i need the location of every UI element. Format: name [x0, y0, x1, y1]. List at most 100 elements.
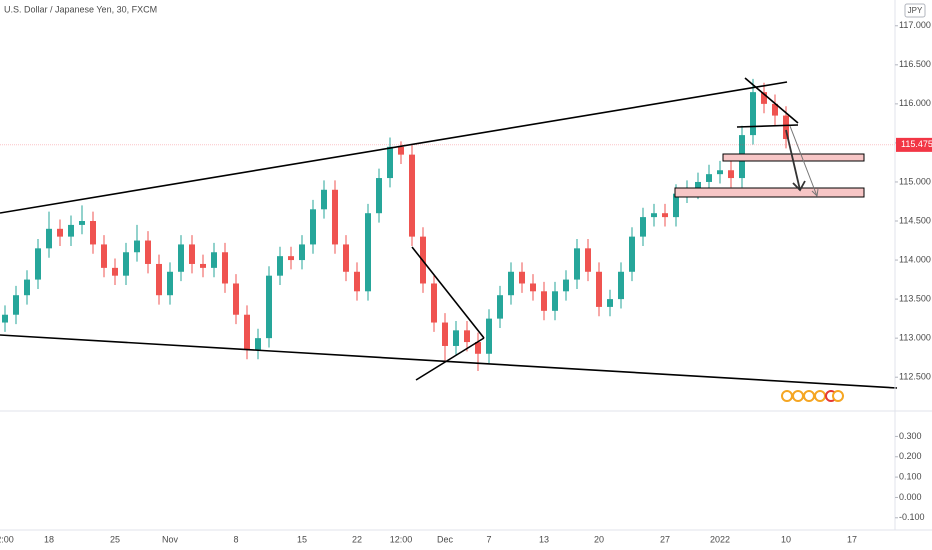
candle-body: [46, 228, 52, 249]
arrow: [785, 129, 801, 191]
candle-body: [574, 248, 580, 280]
x-tick-label: 2022: [710, 534, 730, 544]
event-icon: [792, 390, 804, 402]
x-tick-label: 17: [847, 534, 857, 544]
x-tick-label: 13: [539, 534, 549, 544]
candle-body: [90, 221, 96, 245]
candle-body: [310, 209, 316, 245]
x-tick-label: 15: [297, 534, 307, 544]
candle-body: [772, 103, 778, 116]
candle-body: [497, 295, 503, 319]
candle-body: [629, 236, 635, 272]
y-tick-label: 112.500: [899, 372, 931, 382]
candle-body: [2, 314, 8, 323]
candle-body: [475, 342, 481, 354]
x-tick-label: 10: [781, 534, 791, 544]
candle-body: [266, 275, 272, 339]
candle-body: [178, 244, 184, 272]
candle-body: [332, 189, 338, 245]
candle-body: [398, 146, 404, 155]
y-tick-label: 114.000: [899, 254, 931, 264]
candle-body: [706, 174, 712, 182]
candle-body: [24, 279, 30, 296]
arrow-head: [811, 188, 819, 198]
candle-body: [761, 92, 767, 104]
candle-body: [453, 330, 459, 346]
currency-badge[interactable]: [904, 3, 926, 18]
trend-line: [411, 246, 485, 339]
candle-body: [189, 244, 195, 264]
trend-line: [0, 81, 788, 214]
candle-body: [167, 271, 173, 296]
candle-body: [640, 217, 646, 237]
zone-box: [674, 187, 865, 198]
trend-line: [0, 334, 898, 389]
candle-body: [728, 170, 734, 179]
arrow-head: [792, 180, 806, 192]
indicator-tick-label: -0.100: [899, 512, 925, 522]
x-tick-label: Nov: [162, 534, 179, 544]
currency-label: JPY: [908, 6, 923, 15]
candle-body: [354, 271, 360, 292]
candle-body: [409, 154, 415, 237]
candle-body: [596, 271, 602, 307]
candle-body: [552, 291, 558, 311]
candle-body: [365, 213, 371, 292]
candle-body: [145, 240, 151, 264]
y-tick-label: 116.500: [899, 59, 931, 69]
x-tick-label: 25: [110, 534, 120, 544]
price-tag-label: 115.475: [901, 139, 932, 149]
indicator-tick-label: 0.000: [899, 492, 922, 502]
candle-body: [387, 146, 393, 179]
candle-body: [486, 318, 492, 354]
candle-body: [376, 178, 382, 214]
x-tick-label: Dec: [437, 534, 454, 544]
y-tick-label: 116.000: [899, 98, 931, 108]
candle-body: [112, 267, 118, 276]
x-tick-label: 20: [594, 534, 604, 544]
candle-body: [200, 263, 206, 268]
arrow: [789, 125, 818, 197]
y-tick-label: 117.000: [899, 20, 931, 30]
trend-line: [415, 337, 485, 381]
candle-body: [57, 228, 63, 237]
candle-body: [299, 244, 305, 261]
candle-body: [541, 291, 547, 311]
candle-body: [464, 330, 470, 343]
x-tick-label: 18: [44, 534, 54, 544]
candle-body: [123, 252, 129, 276]
candle-body: [343, 244, 349, 272]
indicator-tick-label: 0.300: [899, 431, 922, 441]
candle-body: [101, 244, 107, 268]
x-tick-label: 7: [486, 534, 491, 544]
drawings: [0, 77, 898, 389]
candle-body: [519, 271, 525, 284]
candle-body: [13, 295, 19, 315]
candle-body: [695, 181, 701, 190]
plot-area: [0, 78, 895, 371]
y-tick-label: 113.500: [899, 293, 931, 303]
candle-body: [156, 263, 162, 296]
event-icons: [781, 390, 844, 402]
x-tick-label: 12:00: [390, 534, 413, 544]
candle-body: [783, 115, 789, 140]
candle-body: [585, 248, 591, 272]
candle-body: [277, 256, 283, 276]
candle-body: [35, 248, 41, 280]
x-tick-label: 2:00: [0, 534, 14, 544]
candle-body: [618, 271, 624, 300]
y-tick-label: 113.000: [899, 333, 931, 343]
x-tick-label: 22: [352, 534, 362, 544]
candle-body: [68, 224, 74, 237]
chart-title: U.S. Dollar / Japanese Yen, 30, FXCM: [4, 4, 157, 14]
y-tick-label: 115.000: [899, 176, 931, 186]
x-tick-label: 27: [660, 534, 670, 544]
indicator-tick-label: 0.200: [899, 451, 922, 461]
candle-body: [288, 256, 294, 261]
candle-body: [662, 213, 668, 218]
candle-body: [442, 322, 448, 346]
candle-body: [134, 240, 140, 253]
event-icon: [803, 390, 815, 402]
candle-body: [321, 189, 327, 210]
trend-line: [736, 124, 799, 128]
